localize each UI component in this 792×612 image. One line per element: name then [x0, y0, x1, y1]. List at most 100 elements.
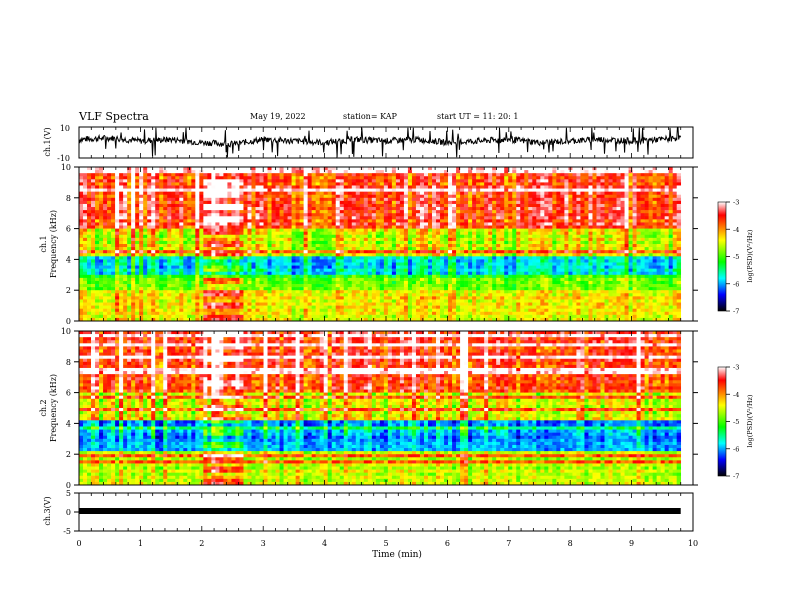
spectrogram-cell [231, 259, 236, 263]
spectrogram-cell [391, 287, 397, 291]
spectrogram-cell [283, 222, 288, 226]
spectrogram-cell [351, 203, 357, 208]
spectrogram-cell [343, 256, 349, 260]
spectrogram-cell [468, 197, 473, 202]
spectrogram-cell [456, 277, 461, 282]
spectrogram-cell [235, 247, 240, 251]
spectrogram-cell [175, 179, 180, 183]
spectrogram-cell [387, 253, 393, 257]
spectrogram-cell [375, 194, 381, 199]
spectrogram-cell [347, 200, 353, 205]
spectrogram-cell [103, 253, 108, 257]
spectrogram-cell [271, 271, 276, 276]
spectrogram-cell [275, 299, 280, 303]
spectrogram-cell [464, 296, 469, 300]
spectrogram-cell [271, 287, 276, 291]
spectrogram-cell [271, 256, 276, 260]
spectrogram-cell [79, 290, 84, 294]
spectrogram-cell [223, 210, 228, 214]
spectrogram-cell [163, 311, 168, 316]
spectrogram-cell [403, 299, 409, 303]
spectrogram-cell [119, 231, 124, 236]
spectrogram-cell [428, 185, 433, 189]
spectrogram-cell [215, 231, 220, 236]
spectrogram-cell [444, 290, 449, 294]
spectrogram-cell [163, 194, 168, 199]
spectrogram-cell [247, 231, 252, 236]
spectrogram-cell [239, 207, 244, 211]
spectrogram-cell [83, 299, 88, 303]
spectrogram-cell [235, 179, 240, 183]
spectrogram-cell [299, 247, 304, 251]
spectrogram-cell [163, 197, 168, 202]
spectrogram-cell [95, 311, 100, 316]
spectrogram-cell [339, 207, 345, 211]
spectrogram-cell [379, 182, 385, 186]
spectrogram-cell [291, 284, 296, 288]
spectrogram-cell [151, 259, 156, 263]
spectrogram-cell [464, 219, 469, 223]
spectrogram-cell [351, 284, 357, 288]
spectrogram-cell [323, 280, 329, 285]
spectrogram-cell [464, 170, 469, 174]
spectrogram-cell [363, 240, 369, 245]
spectrogram-cell [123, 191, 128, 196]
spectrogram-cell [155, 280, 160, 285]
spectrogram-cell [219, 203, 224, 208]
spectrogram-cell [291, 293, 296, 297]
spectrogram-cell [419, 290, 425, 294]
spectrogram-cell [319, 182, 324, 186]
spectrogram-cell [99, 271, 104, 276]
spectrogram-cell [139, 293, 144, 297]
spectrogram-cell [371, 314, 377, 319]
spectrogram-cell [255, 308, 260, 313]
spectrogram-cell [227, 308, 232, 313]
spectrogram-cell [239, 314, 244, 319]
spectrogram-cell [127, 265, 132, 269]
spectrogram-cell [167, 194, 172, 199]
spectrogram-cell [211, 170, 216, 174]
spectrogram-cell [299, 259, 304, 263]
spectrogram-cell [87, 222, 92, 226]
spectrogram-cell [303, 262, 308, 266]
spectrogram-cell [263, 293, 268, 297]
spectrogram-cell [476, 225, 481, 229]
spectrogram-cell [251, 280, 256, 285]
spectrogram-cell [155, 197, 160, 202]
spectrogram-cell [295, 299, 300, 303]
spectrogram-cell [319, 231, 324, 236]
spectrogram-cell [359, 185, 365, 189]
spectrogram-cell [468, 167, 473, 171]
spectrogram-cell [444, 314, 449, 319]
spectrogram-cell [448, 237, 453, 242]
spectrogram-cell [79, 240, 84, 245]
spectrogram-cell [411, 277, 417, 282]
spectrogram-cell [91, 284, 96, 288]
spectrogram-cell [255, 216, 260, 220]
spectrogram-cell [367, 317, 373, 322]
spectrogram-cell [239, 317, 244, 322]
spectrogram-cell [343, 225, 349, 229]
spectrogram-cell [399, 284, 405, 288]
spectrogram-cell [444, 176, 449, 180]
spectrogram-cell [143, 210, 148, 214]
spectrogram-cell [279, 299, 284, 303]
spectrogram-cell [203, 274, 208, 279]
spectrogram-cell [143, 191, 148, 196]
spectrogram-cell [171, 293, 176, 297]
spectrogram-cell [335, 284, 341, 288]
spectrogram-cell [391, 277, 397, 282]
spectrogram-cell [95, 302, 100, 306]
spectrogram-cell [295, 250, 300, 254]
spectrogram-cell [135, 210, 140, 214]
spectrogram-cell [147, 207, 152, 211]
spectrogram-cell [195, 222, 200, 226]
spectrogram-cell [355, 191, 361, 196]
figure-title: VLF Spectra [79, 110, 149, 123]
spectrogram-cell [347, 176, 353, 180]
spectrogram-cell [327, 244, 333, 248]
spectrogram-cell [423, 188, 429, 192]
spectrogram-cell [187, 203, 192, 208]
spectrogram-cell [107, 262, 112, 266]
spectrogram-cell [395, 207, 401, 211]
